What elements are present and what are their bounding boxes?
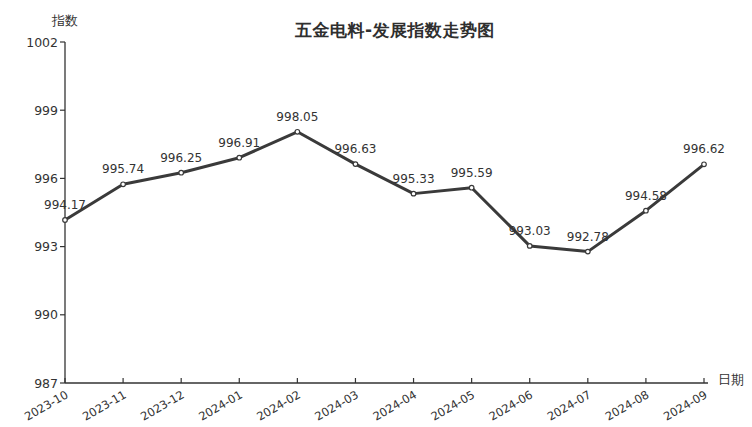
data-point-marker [702,162,707,167]
x-tick-label: 2023-12 [138,387,187,423]
x-tick-label: 2024-05 [429,387,478,423]
data-point-label: 995.74 [102,162,144,176]
data-point-marker [295,129,300,134]
x-tick-label: 2024-09 [661,387,710,423]
data-point-label: 994.17 [44,198,86,212]
data-point-label: 992.78 [567,230,609,244]
line-chart-plot-area: 987 990 993 996 999 1002 2023-102023-112023-12… [0,0,752,427]
data-point-marker [179,170,184,175]
x-tick-label: 2024-07 [545,387,594,423]
data-point-label: 998.05 [276,110,318,124]
data-point-label: 995.33 [393,172,435,186]
data-point-marker [121,182,126,187]
data-point-marker [469,185,474,190]
chart-canvas: 五金电料-发展指数走势图 指数 日期 987990993996999100220… [0,0,752,427]
data-point-marker [586,249,591,254]
data-point-marker [527,244,532,249]
y-tick-label: 996 [34,171,58,186]
data-point-marker [63,218,68,223]
y-tick-label: 993 [34,239,58,254]
data-point-marker [644,208,649,213]
x-tick-label: 2024-02 [254,387,303,423]
y-tick-label: 999 [34,103,58,118]
data-point-label: 995.59 [451,166,493,180]
y-tick-label: 987 [34,376,58,391]
x-tick-label: 2023-11 [80,387,129,423]
x-tick-label: 2024-08 [603,387,652,423]
data-point-label: 994.58 [625,189,667,203]
data-point-label: 993.03 [509,224,551,238]
x-tick-label: 2024-06 [487,387,536,423]
y-tick-label: 1002 [26,35,58,50]
x-tick-label: 2023-10 [22,387,71,423]
data-point-label: 996.62 [683,142,725,156]
x-tick-label: 2024-03 [312,387,361,423]
data-point-label: 996.63 [334,142,376,156]
data-point-marker [237,155,242,160]
y-tick-label: 990 [34,307,58,322]
x-tick-label: 2024-04 [370,387,419,423]
data-point-marker [411,191,416,196]
x-tick-label: 2024-01 [196,387,245,423]
data-point-marker [353,162,358,167]
data-point-label: 996.25 [160,151,202,165]
data-point-label: 996.91 [218,136,260,150]
